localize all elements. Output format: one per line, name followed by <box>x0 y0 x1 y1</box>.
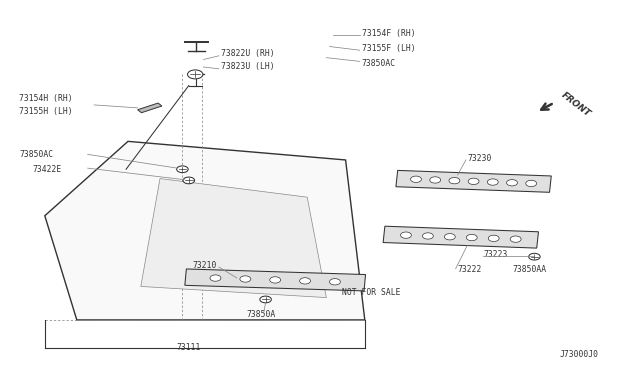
Circle shape <box>488 179 499 185</box>
Text: 73850AC: 73850AC <box>362 59 396 68</box>
Circle shape <box>430 177 440 183</box>
Polygon shape <box>396 170 551 192</box>
Text: 73422E: 73422E <box>32 165 61 174</box>
Circle shape <box>468 178 479 185</box>
Text: 73230: 73230 <box>467 154 492 163</box>
Circle shape <box>467 234 477 241</box>
Circle shape <box>449 177 460 184</box>
Circle shape <box>269 277 280 283</box>
Text: J73000J0: J73000J0 <box>560 350 599 359</box>
Text: 73222: 73222 <box>458 265 482 274</box>
Text: 73223: 73223 <box>483 250 508 259</box>
Text: NOT FOR SALE: NOT FOR SALE <box>342 288 401 296</box>
Polygon shape <box>141 179 326 298</box>
Circle shape <box>210 275 221 281</box>
Text: 73154H (RH): 73154H (RH) <box>19 94 73 103</box>
Circle shape <box>444 234 455 240</box>
Circle shape <box>422 233 433 239</box>
Circle shape <box>260 296 271 303</box>
Text: 73822U (RH): 73822U (RH) <box>221 49 275 58</box>
Text: 73111: 73111 <box>177 343 201 352</box>
Circle shape <box>401 232 412 238</box>
Circle shape <box>411 176 422 182</box>
Circle shape <box>188 70 203 79</box>
Text: FRONT: FRONT <box>560 91 593 119</box>
Circle shape <box>330 279 340 285</box>
Circle shape <box>240 276 251 282</box>
Polygon shape <box>45 141 365 320</box>
Circle shape <box>488 235 499 241</box>
Polygon shape <box>185 269 365 291</box>
Circle shape <box>529 253 540 260</box>
Polygon shape <box>383 226 538 248</box>
Text: 73850AC: 73850AC <box>19 150 53 159</box>
Circle shape <box>525 180 536 187</box>
Text: 73850A: 73850A <box>246 310 276 319</box>
Text: 73155H (LH): 73155H (LH) <box>19 107 73 116</box>
Text: 73850AA: 73850AA <box>512 265 546 274</box>
Text: 73210: 73210 <box>192 262 216 270</box>
Text: 73155F (LH): 73155F (LH) <box>362 44 415 53</box>
Circle shape <box>507 180 518 186</box>
Polygon shape <box>138 103 162 113</box>
Circle shape <box>183 177 195 184</box>
Text: 73823U (LH): 73823U (LH) <box>221 62 275 71</box>
Text: 73154F (RH): 73154F (RH) <box>362 29 415 38</box>
Circle shape <box>300 278 310 284</box>
Circle shape <box>510 236 521 242</box>
Circle shape <box>177 166 188 173</box>
